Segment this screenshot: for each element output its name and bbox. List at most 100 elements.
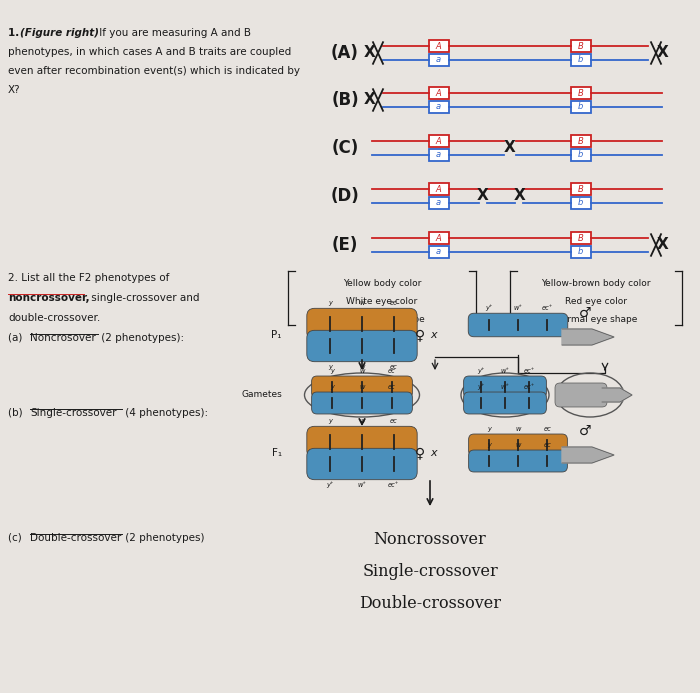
- Text: w⁺: w⁺: [514, 305, 522, 311]
- Text: If you are measuring A and B: If you are measuring A and B: [96, 28, 251, 38]
- Text: b: b: [578, 55, 583, 64]
- FancyBboxPatch shape: [463, 376, 547, 398]
- FancyBboxPatch shape: [570, 101, 591, 112]
- Text: y: y: [328, 419, 332, 424]
- Text: (B): (B): [331, 91, 359, 109]
- FancyBboxPatch shape: [307, 331, 417, 362]
- Text: double-crossover.: double-crossover.: [8, 313, 100, 323]
- FancyBboxPatch shape: [570, 184, 591, 195]
- Text: B: B: [578, 234, 584, 243]
- FancyBboxPatch shape: [570, 149, 591, 161]
- Text: w: w: [359, 384, 365, 390]
- Text: b: b: [578, 198, 583, 207]
- Text: y: y: [328, 364, 332, 369]
- Text: Normal eye shape: Normal eye shape: [555, 315, 637, 324]
- Text: noncrossover,: noncrossover,: [8, 293, 90, 303]
- Text: a: a: [436, 150, 441, 159]
- Text: ec⁺: ec⁺: [524, 384, 535, 390]
- Text: Single-crossover: Single-crossover: [362, 563, 498, 580]
- Text: A: A: [435, 234, 442, 243]
- Text: y⁺: y⁺: [327, 482, 334, 489]
- Text: phenotypes, in which cases A and B traits are coupled: phenotypes, in which cases A and B trait…: [8, 47, 291, 57]
- Text: A: A: [435, 89, 442, 98]
- FancyBboxPatch shape: [555, 383, 607, 407]
- FancyBboxPatch shape: [428, 54, 449, 66]
- Text: b: b: [578, 247, 583, 256]
- Text: ec: ec: [388, 384, 396, 390]
- FancyBboxPatch shape: [570, 54, 591, 66]
- Text: X?: X?: [8, 85, 20, 95]
- Text: y⁺: y⁺: [477, 383, 484, 390]
- Text: A: A: [435, 137, 442, 146]
- Text: (E): (E): [332, 236, 358, 254]
- FancyBboxPatch shape: [428, 197, 449, 209]
- Text: a: a: [436, 247, 441, 256]
- Text: Red eye color: Red eye color: [565, 297, 627, 306]
- Text: 1.: 1.: [8, 28, 23, 38]
- Text: y⁺: y⁺: [477, 367, 484, 374]
- Text: single-crossover and: single-crossover and: [88, 293, 200, 303]
- Text: w: w: [515, 426, 521, 432]
- Text: w: w: [359, 364, 365, 369]
- Text: w: w: [359, 419, 365, 424]
- Text: w: w: [359, 300, 365, 306]
- FancyBboxPatch shape: [428, 149, 449, 161]
- Text: B: B: [578, 137, 584, 146]
- FancyBboxPatch shape: [428, 135, 449, 147]
- Text: a: a: [436, 198, 441, 207]
- Text: ♂: ♂: [579, 306, 592, 320]
- Text: x: x: [430, 448, 437, 458]
- Text: ec: ec: [390, 300, 398, 306]
- Text: w⁺: w⁺: [500, 384, 510, 390]
- Text: (2 phenotypes):: (2 phenotypes):: [98, 333, 184, 343]
- FancyBboxPatch shape: [428, 232, 449, 244]
- Text: w⁺: w⁺: [500, 368, 510, 374]
- Text: B: B: [578, 89, 584, 98]
- Text: F₁: F₁: [272, 448, 282, 458]
- Text: a: a: [436, 103, 441, 112]
- Text: y: y: [330, 384, 334, 390]
- FancyBboxPatch shape: [570, 135, 591, 147]
- Text: ec: ec: [543, 442, 551, 448]
- FancyBboxPatch shape: [428, 40, 449, 52]
- Text: (2 phenotypes): (2 phenotypes): [122, 533, 204, 543]
- Text: ec⁺: ec⁺: [388, 482, 399, 488]
- FancyBboxPatch shape: [468, 313, 568, 337]
- Text: X: X: [504, 141, 515, 155]
- Text: Yellow-brown body color: Yellow-brown body color: [541, 279, 651, 288]
- FancyBboxPatch shape: [307, 448, 417, 480]
- Text: Double-crossover: Double-crossover: [359, 595, 501, 612]
- Text: ec⁺: ec⁺: [542, 305, 553, 311]
- Text: Gametes: Gametes: [241, 390, 282, 399]
- Text: (C): (C): [331, 139, 358, 157]
- FancyBboxPatch shape: [570, 246, 591, 258]
- Text: Single-crossover: Single-crossover: [30, 408, 116, 418]
- Text: Noncrosover: Noncrosover: [30, 333, 96, 343]
- FancyBboxPatch shape: [312, 376, 412, 398]
- FancyBboxPatch shape: [570, 232, 591, 244]
- FancyBboxPatch shape: [307, 426, 417, 457]
- FancyBboxPatch shape: [428, 246, 449, 258]
- Text: w: w: [515, 442, 521, 448]
- FancyBboxPatch shape: [468, 450, 568, 472]
- Text: X: X: [364, 46, 376, 60]
- Text: White eye color: White eye color: [346, 297, 418, 306]
- Text: Double-crossover: Double-crossover: [30, 533, 121, 543]
- Text: (Figure right): (Figure right): [20, 28, 99, 38]
- FancyBboxPatch shape: [307, 308, 417, 340]
- Text: X: X: [364, 92, 376, 107]
- Text: w: w: [359, 368, 365, 374]
- Text: b: b: [578, 150, 583, 159]
- FancyBboxPatch shape: [428, 184, 449, 195]
- FancyBboxPatch shape: [428, 101, 449, 112]
- Text: Noncrossover: Noncrossover: [374, 531, 486, 548]
- Text: w⁺: w⁺: [358, 482, 366, 488]
- Text: ec⁺: ec⁺: [524, 368, 535, 374]
- FancyBboxPatch shape: [428, 87, 449, 99]
- Text: x: x: [430, 330, 437, 340]
- Text: ec: ec: [543, 426, 551, 432]
- Text: (b): (b): [8, 408, 26, 418]
- Polygon shape: [602, 388, 632, 402]
- Text: ♀: ♀: [415, 328, 425, 342]
- Text: ♀: ♀: [415, 446, 425, 460]
